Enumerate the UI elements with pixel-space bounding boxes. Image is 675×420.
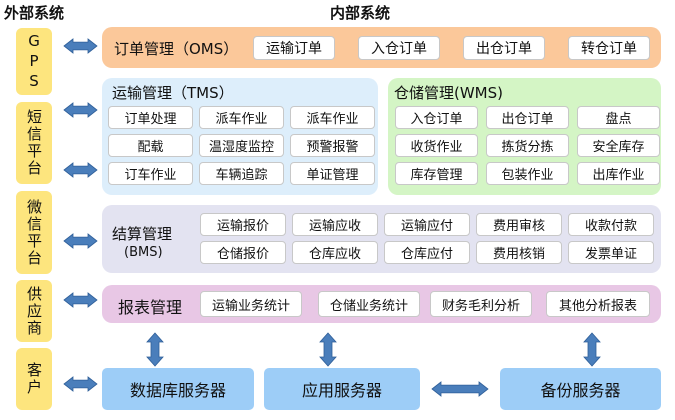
- wms-item[interactable]: 出仓订单: [486, 106, 569, 129]
- bms-item[interactable]: 仓储报价: [200, 241, 286, 264]
- wms-item[interactable]: 入仓订单: [395, 106, 478, 129]
- tms-item[interactable]: 预警报警: [290, 134, 375, 157]
- tms-item[interactable]: 订车作业: [108, 162, 193, 185]
- bms-item[interactable]: 仓库应付: [384, 241, 470, 264]
- database-server: 数据库服务器: [102, 368, 254, 410]
- bms-subtitle: (BMS): [124, 245, 163, 260]
- external-customer: 客户: [16, 348, 52, 410]
- external-gps: GPS: [16, 28, 52, 95]
- bms-title: 结算管理: [112, 225, 173, 243]
- bms-item[interactable]: 仓库应收: [292, 241, 378, 264]
- external-supplier: 供应商: [16, 280, 52, 342]
- oms-item[interactable]: 转仓订单: [568, 36, 650, 60]
- wms-item[interactable]: 安全库存: [577, 134, 660, 157]
- bms-item[interactable]: 费用审核: [476, 213, 562, 236]
- bms-item[interactable]: 发票单证: [568, 241, 654, 264]
- bms-item[interactable]: 费用核销: [476, 241, 562, 264]
- oms-item[interactable]: 入仓订单: [358, 36, 440, 60]
- wms-item[interactable]: 拣货分拣: [486, 134, 569, 157]
- wms-title: 仓储管理(WMS): [394, 84, 503, 102]
- reports-title: 报表管理: [118, 298, 183, 317]
- tms-item[interactable]: 派车作业: [199, 106, 284, 129]
- external-systems-header: 外部系统: [4, 4, 65, 22]
- reports-item[interactable]: 运输业务统计: [200, 291, 302, 317]
- reports-item[interactable]: 其他分析报表: [546, 291, 650, 317]
- application-server: 应用服务器: [264, 368, 420, 410]
- bms-item[interactable]: 运输应收: [292, 213, 378, 236]
- tms-item[interactable]: 订单处理: [108, 106, 193, 129]
- tms-item[interactable]: 温湿度监控: [199, 134, 284, 157]
- wms-item[interactable]: 出库作业: [577, 162, 660, 185]
- oms-title: 订单管理（OMS）: [114, 40, 239, 58]
- internal-systems-header: 内部系统: [330, 4, 391, 22]
- external-sms-platform: 短信平台: [16, 102, 52, 184]
- tms-item[interactable]: 车辆追踪: [199, 162, 284, 185]
- oms-item[interactable]: 出仓订单: [463, 36, 545, 60]
- wms-item[interactable]: 包装作业: [486, 162, 569, 185]
- backup-server: 备份服务器: [500, 368, 661, 410]
- wms-item[interactable]: 盘点: [577, 106, 660, 129]
- bms-item[interactable]: 收款付款: [568, 213, 654, 236]
- wms-item[interactable]: 收货作业: [395, 134, 478, 157]
- bms-item[interactable]: 运输报价: [200, 213, 286, 236]
- wms-item[interactable]: 库存管理: [395, 162, 478, 185]
- oms-item[interactable]: 运输订单: [253, 36, 335, 60]
- reports-item[interactable]: 财务毛利分析: [430, 291, 532, 317]
- bms-item[interactable]: 运输应付: [384, 213, 470, 236]
- tms-item[interactable]: 配载: [108, 134, 193, 157]
- reports-item[interactable]: 仓储业务统计: [318, 291, 420, 317]
- tms-title: 运输管理（TMS）: [112, 84, 234, 102]
- tms-item[interactable]: 派车作业: [290, 106, 375, 129]
- bms-panel: 结算管理 (BMS): [102, 205, 661, 273]
- external-wechat-platform: 微信平台: [16, 191, 52, 274]
- tms-item[interactable]: 单证管理: [290, 162, 375, 185]
